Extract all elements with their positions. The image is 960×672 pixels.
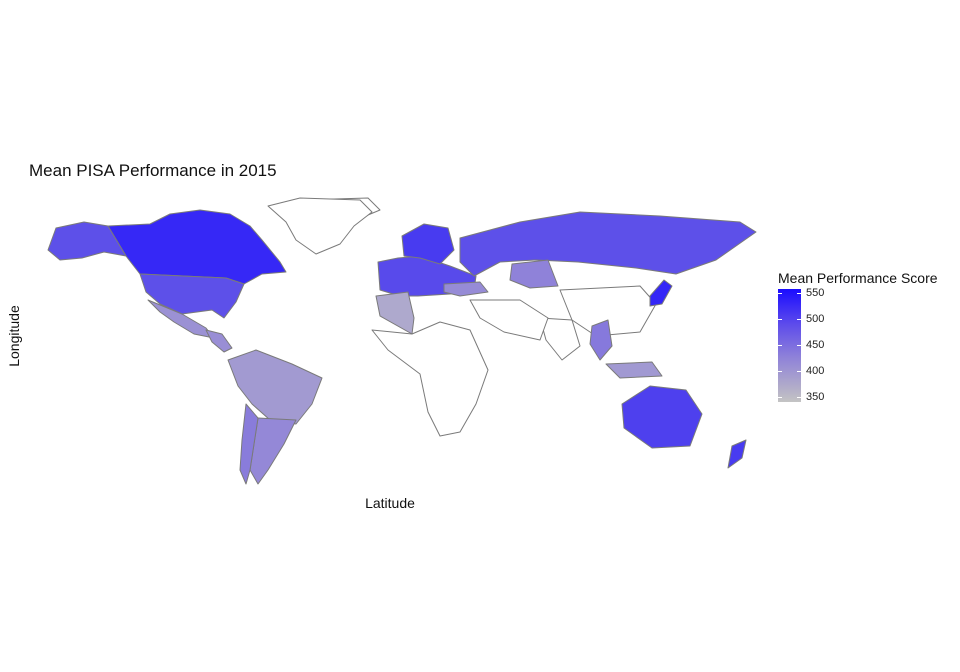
legend-tick-label: 550 bbox=[806, 287, 825, 299]
x-axis-label: Latitude bbox=[365, 495, 415, 511]
legend-tick-label: 400 bbox=[806, 365, 825, 377]
country-vietnam-thailand bbox=[589, 319, 613, 361]
country-australia bbox=[621, 385, 703, 449]
country-china bbox=[559, 285, 657, 337]
country-greenland bbox=[267, 197, 373, 255]
country-shapes bbox=[47, 197, 757, 485]
no-data-region bbox=[539, 317, 581, 361]
country-kazakhstan bbox=[509, 259, 559, 289]
country-japan bbox=[649, 279, 673, 307]
country-united-states bbox=[139, 273, 245, 319]
country-new-zealand bbox=[727, 439, 747, 469]
no-data-region bbox=[371, 321, 489, 437]
color-legend: Mean Performance Score 550 500 450 400 3… bbox=[778, 270, 938, 403]
country-chile bbox=[239, 403, 259, 485]
country-russia bbox=[459, 211, 757, 277]
legend-tick-label: 450 bbox=[806, 339, 825, 351]
legend-title: Mean Performance Score bbox=[778, 270, 938, 286]
country-indonesia bbox=[605, 361, 663, 379]
no-data-region bbox=[469, 299, 549, 341]
country-algeria bbox=[375, 291, 415, 335]
legend-tick-label: 500 bbox=[806, 313, 825, 325]
y-axis-label: Longitude bbox=[6, 305, 22, 367]
country-colombia-peru-brazil bbox=[227, 349, 323, 425]
country-central-america bbox=[205, 329, 233, 353]
country-turkey bbox=[443, 281, 489, 297]
map-title: Mean PISA Performance in 2015 bbox=[29, 161, 277, 180]
country-scandinavia bbox=[401, 223, 455, 265]
country-alaska-united-states bbox=[47, 221, 127, 261]
legend-tick-label: 350 bbox=[806, 391, 825, 403]
legend-colorbar bbox=[778, 289, 801, 402]
country-canada bbox=[107, 209, 287, 285]
country-mexico bbox=[147, 299, 215, 339]
